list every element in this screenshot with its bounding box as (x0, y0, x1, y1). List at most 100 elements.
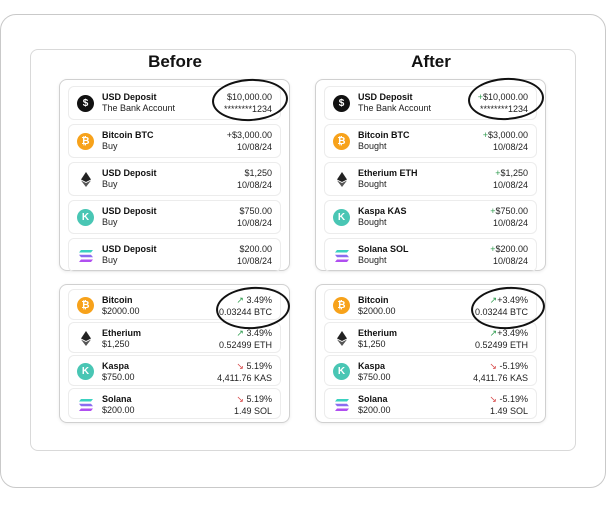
transaction-sub: Buy (102, 141, 118, 151)
transaction-row[interactable]: $ USD Deposit The Bank Account $10,000.0… (68, 86, 281, 120)
transaction-row[interactable]: Solana SOL Bought +$200.00 10/08/24 (324, 238, 537, 272)
holding-change: ↗ 3.49% (236, 328, 272, 339)
transaction-name: USD Deposit (102, 244, 157, 254)
holding-row[interactable]: K Kaspa $750.00 ↘ -5.19% 4,411.76 KAS (324, 355, 537, 386)
holding-change: ↗+3.49% (490, 295, 528, 306)
ethereum-icon (333, 330, 350, 347)
kaspa-icon: K (77, 363, 94, 380)
transaction-date: 10/08/24 (236, 256, 272, 266)
holding-amount: 0.52499 ETH (474, 340, 528, 350)
holding-amount: 4,411.76 KAS (217, 373, 272, 383)
trend-up-icon: ↗ (236, 295, 244, 305)
holding-row[interactable]: Etherium $1,250 ↗+3.49% 0.52499 ETH (324, 322, 537, 353)
transaction-value: $750.00 (239, 206, 272, 216)
holding-row[interactable]: Etherium $1,250 ↗ 3.49% 0.52499 ETH (68, 322, 281, 353)
trend-down-icon: ↘ (489, 394, 497, 404)
plus-sign: + (477, 92, 483, 102)
transaction-row[interactable]: K USD Deposit Buy $750.00 10/08/24 (68, 200, 281, 234)
holding-row[interactable]: Solana $200.00 ↘ -5.19% 1.49 SOL (324, 388, 537, 419)
transaction-row[interactable]: Etherium ETH Bought +$1,250 10/08/24 (324, 162, 537, 196)
transaction-date: 10/08/24 (236, 142, 272, 152)
transaction-value: +$10,000.00 (478, 92, 528, 102)
transaction-row[interactable]: ₿ Bitcoin BTC Buy +$3,000.00 10/08/24 (68, 124, 281, 158)
transaction-sub: Bought (358, 141, 387, 151)
before-title: Before (148, 52, 202, 71)
amount-text: $200.00 (495, 244, 528, 254)
solana-icon (333, 396, 350, 413)
holding-row[interactable]: ₿ Bitcoin $2000.00 ↗ 3.49% 0.03244 BTC (68, 289, 281, 320)
holding-value: $2000.00 (102, 306, 140, 316)
transaction-date: 10/08/24 (236, 218, 272, 228)
transaction-value: $200.00 (239, 244, 272, 254)
holding-name: Etherium (102, 328, 142, 338)
holding-value: $1,250 (102, 339, 130, 349)
before-transactions-card: $ USD Deposit The Bank Account $10,000.0… (59, 79, 290, 272)
change-percent: 3.49% (246, 295, 272, 305)
kaspa-icon: K (333, 209, 350, 226)
transaction-value: $1,250 (244, 168, 272, 178)
trend-down-icon: ↘ (489, 361, 497, 371)
holding-name: Solana (358, 394, 388, 404)
change-percent: +3.49% (497, 328, 528, 338)
amount-text: $750.00 (495, 206, 528, 216)
transaction-sub: Bought (358, 179, 387, 189)
transaction-sub: Buy (102, 255, 118, 265)
after-transactions-card: $ USD Deposit The Bank Account +$10,000.… (315, 79, 546, 272)
holding-value: $750.00 (358, 372, 391, 382)
holding-name: Bitcoin (358, 295, 389, 305)
holding-value: $200.00 (102, 405, 135, 415)
change-percent: 3.49% (246, 328, 272, 338)
transaction-sub: Buy (102, 217, 118, 227)
holding-amount: 0.52499 ETH (218, 340, 272, 350)
holding-row[interactable]: K Kaspa $750.00 ↘ 5.19% 4,411.76 KAS (68, 355, 281, 386)
holding-name: Bitcoin (102, 295, 133, 305)
transaction-row[interactable]: $ USD Deposit The Bank Account +$10,000.… (324, 86, 537, 120)
kaspa-icon: K (77, 209, 94, 226)
change-percent: -5.19% (499, 394, 528, 404)
holding-amount: 4,411.76 KAS (473, 373, 528, 383)
holding-change: ↘ -5.19% (489, 394, 528, 405)
transaction-row[interactable]: USD Deposit Buy $1,250 10/08/24 (68, 162, 281, 196)
holding-value: $750.00 (102, 372, 135, 382)
plus-sign: + (490, 206, 496, 216)
transaction-row[interactable]: ₿ Bitcoin BTC Bought +$3,000.00 10/08/24 (324, 124, 537, 158)
change-percent: 5.19% (246, 361, 272, 371)
holding-row[interactable]: ₿ Bitcoin $2000.00 ↗+3.49% 0.03244 BTC (324, 289, 537, 320)
transaction-row[interactable]: K Kaspa KAS Bought +$750.00 10/08/24 (324, 200, 537, 234)
transaction-date: 10/08/24 (492, 256, 528, 266)
transaction-value: +$1,250 (495, 168, 528, 178)
holding-change: ↗+3.49% (490, 328, 528, 339)
trend-down-icon: ↘ (236, 394, 244, 404)
transaction-value: $10,000.00 (226, 92, 272, 102)
bitcoin-icon: ₿ (77, 297, 94, 314)
bitcoin-icon: ₿ (333, 133, 350, 150)
transaction-date: 10/08/24 (492, 218, 528, 228)
bitcoin-icon: ₿ (77, 133, 94, 150)
transaction-sub: Bought (358, 217, 387, 227)
ethereum-icon (333, 171, 350, 188)
transaction-name: USD Deposit (102, 168, 157, 178)
transaction-name: USD Deposit (358, 92, 413, 102)
transaction-row[interactable]: USD Deposit Buy $200.00 10/08/24 (68, 238, 281, 272)
solana-icon (333, 247, 350, 264)
transaction-date: 10/08/24 (236, 180, 272, 190)
ethereum-icon (77, 171, 94, 188)
trend-up-icon: ↗ (489, 328, 498, 338)
transaction-sub: The Bank Account (358, 103, 432, 113)
dollar-icon: $ (77, 95, 94, 112)
transaction-value: +$3,000.00 (483, 130, 528, 140)
plus-sign: + (495, 168, 501, 178)
trend-up-icon: ↗ (489, 295, 498, 305)
change-percent: 5.19% (246, 394, 272, 404)
transaction-name: Bitcoin BTC (358, 130, 410, 140)
before-holdings-card: ₿ Bitcoin $2000.00 ↗ 3.49% 0.03244 BTC E… (59, 284, 290, 423)
solana-icon (77, 396, 94, 413)
transaction-name: Etherium ETH (358, 168, 418, 178)
change-percent: +3.49% (497, 295, 528, 305)
transaction-account: ********1234 (223, 104, 272, 114)
trend-up-icon: ↗ (236, 328, 244, 338)
holding-change: ↘ 5.19% (236, 394, 272, 405)
transaction-name: Solana SOL (358, 244, 409, 254)
holding-row[interactable]: Solana $200.00 ↘ 5.19% 1.49 SOL (68, 388, 281, 419)
transaction-value: +$200.00 (490, 244, 528, 254)
